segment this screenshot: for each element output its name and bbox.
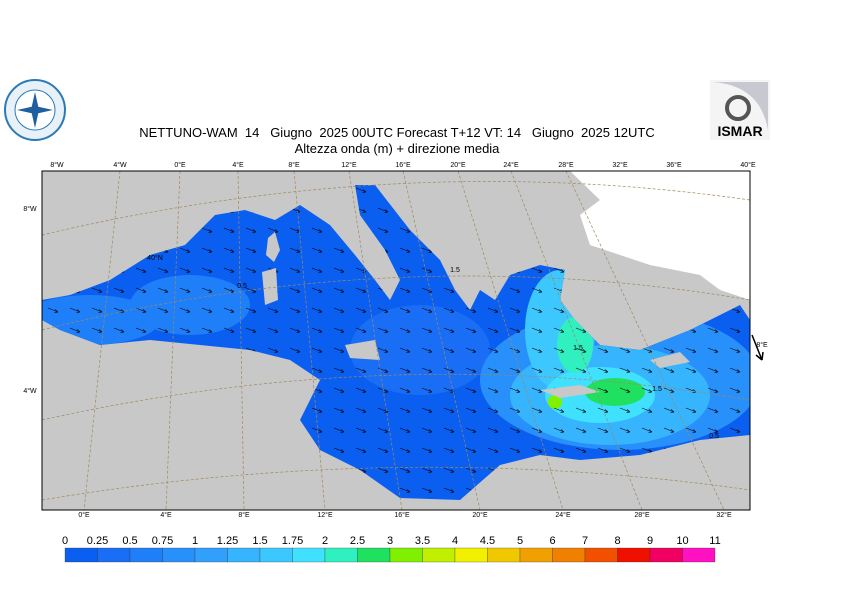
bottom-label: 8°E — [238, 511, 250, 519]
left-label: 4°W — [23, 387, 37, 395]
contour-label: 0.5 — [237, 283, 247, 290]
colorbar-box — [97, 547, 131, 563]
colorbar-label: 4 — [452, 535, 458, 547]
colorbar-box — [129, 547, 163, 563]
top-label: 32°E — [612, 161, 628, 169]
left-label: 8°W — [23, 205, 37, 213]
top-label: 24°E — [503, 161, 519, 169]
top-label: 16°E — [395, 161, 411, 169]
top-label: 4°E — [232, 161, 244, 169]
colorbar-box — [64, 547, 98, 563]
colorbar-box — [194, 547, 228, 563]
colorbar-box — [324, 547, 358, 563]
colorbar-box — [487, 547, 521, 563]
colorbar-label: 4.5 — [480, 535, 495, 547]
colorbar-label: 2 — [322, 535, 328, 547]
colorbar-label: 5 — [517, 535, 523, 547]
bottom-label: 4°E — [160, 511, 172, 519]
top-label: 20°E — [450, 161, 466, 169]
colorbar-label: 11 — [709, 535, 720, 547]
top-label: 28°E — [558, 161, 574, 169]
bottom-label: 12°E — [317, 511, 333, 519]
colorbar-label: 8 — [614, 535, 620, 547]
colorbar-label: 0.5 — [122, 535, 137, 547]
top-label: 8°W — [50, 161, 64, 169]
colorbar-box — [357, 547, 391, 563]
contour-label: 1.5 — [573, 345, 583, 352]
top-label: 4°W — [113, 161, 127, 169]
contour-label: 1.5 — [450, 267, 460, 274]
contour-label: 0.5 — [709, 433, 719, 440]
top-label: 36°E — [666, 161, 682, 169]
bottom-label: 32°E — [716, 511, 732, 519]
colorbar-label: 2.5 — [350, 535, 365, 547]
left-label: 40°N — [147, 254, 163, 262]
colorbar-box — [454, 547, 488, 563]
colorbar: 0 0.25 0.5 0.75 1 1.25 1.5 1.75 2 2.5 3 3.5 4 4.5 5 6 7 8… — [62, 535, 721, 563]
bottom-label: 16°E — [394, 511, 410, 519]
colorbar-label: 0.25 — [87, 535, 108, 547]
bottom-label: 24°E — [555, 511, 571, 519]
right-logo: ISMAR — [710, 80, 770, 140]
colorbar-box — [552, 547, 586, 563]
contour-label: 1.5 — [652, 386, 662, 393]
top-label: 12°E — [341, 161, 357, 169]
left-logo — [4, 79, 66, 141]
logo-text: ISMAR — [717, 123, 762, 139]
top-label: 8°E — [288, 161, 300, 169]
colorbar-label: 3.5 — [415, 535, 430, 547]
colorbar-box — [519, 547, 553, 563]
right-label: 8°E — [756, 341, 768, 349]
colorbar-label: 7 — [582, 535, 588, 547]
colorbar-label: 1.25 — [217, 535, 238, 547]
bottom-label: 28°E — [634, 511, 650, 519]
bottom-label: 20°E — [472, 511, 488, 519]
subtitle: Altezza onda (m) + direzione media — [295, 141, 501, 156]
colorbar-box — [649, 547, 683, 563]
colorbar-box — [682, 547, 716, 563]
colorbar-box — [162, 547, 196, 563]
colorbar-label: 1.5 — [252, 535, 267, 547]
top-label: 0°E — [174, 161, 186, 169]
colorbar-box — [389, 547, 423, 563]
bottom-label: 0°E — [78, 511, 90, 519]
title: NETTUNO-WAM 14 Giugno 2025 00UTC Forecas… — [139, 125, 655, 140]
colorbar-box — [617, 547, 651, 563]
map — [41, 170, 764, 511]
colorbar-label: 10 — [676, 535, 688, 547]
colorbar-label: 0.75 — [152, 535, 173, 547]
colorbar-label: 1.75 — [282, 535, 303, 547]
colorbar-label: 6 — [549, 535, 555, 547]
colorbar-box — [227, 547, 261, 563]
colorbar-box — [422, 547, 456, 563]
colorbar-box — [584, 547, 618, 563]
colorbar-box — [259, 547, 293, 563]
colorbar-box — [292, 547, 326, 563]
colorbar-label: 0 — [62, 535, 68, 547]
colorbar-label: 1 — [192, 535, 198, 547]
colorbar-label: 9 — [647, 535, 653, 547]
top-label: 40°E — [740, 161, 756, 169]
colorbar-label: 3 — [387, 535, 393, 547]
